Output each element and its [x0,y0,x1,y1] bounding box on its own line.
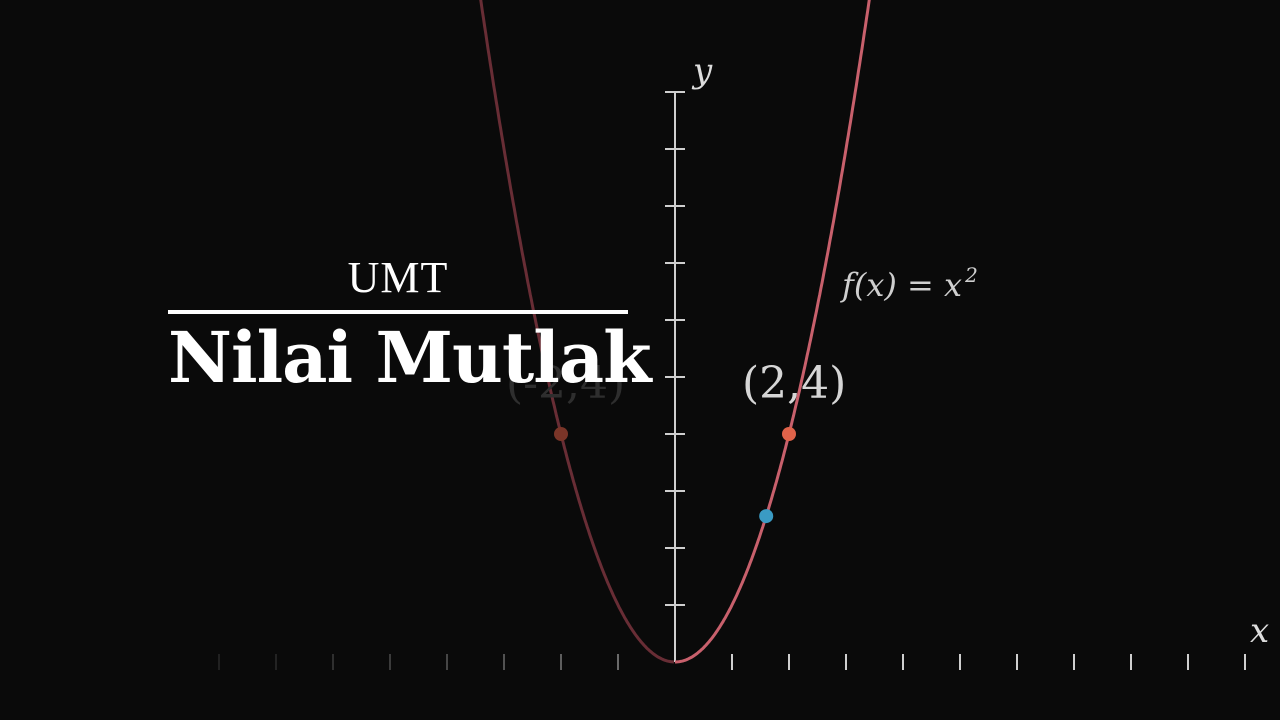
function-label-main: f(x) = x [840,266,962,304]
title-headline: Nilai Mutlak [168,316,652,399]
curves-group [479,0,871,664]
title-card: UMT Nilai Mutlak [168,252,652,399]
marks-group [554,427,796,524]
x-axis-label: x [1250,611,1269,651]
curve-left-branch [479,0,675,664]
curve-right-branch [675,0,871,664]
title-kicker: UMT [347,253,449,302]
point-label-negative: (-2,4) [506,358,625,409]
point-marker [759,509,774,524]
y-axis-label: y [691,51,713,91]
point-marker [554,427,568,441]
title-divider [168,310,628,314]
point-label-positive: (2,4) [742,358,846,409]
axes-group [179,91,1247,670]
function-label-exponent: 2 [964,263,978,287]
point-marker [782,427,796,441]
